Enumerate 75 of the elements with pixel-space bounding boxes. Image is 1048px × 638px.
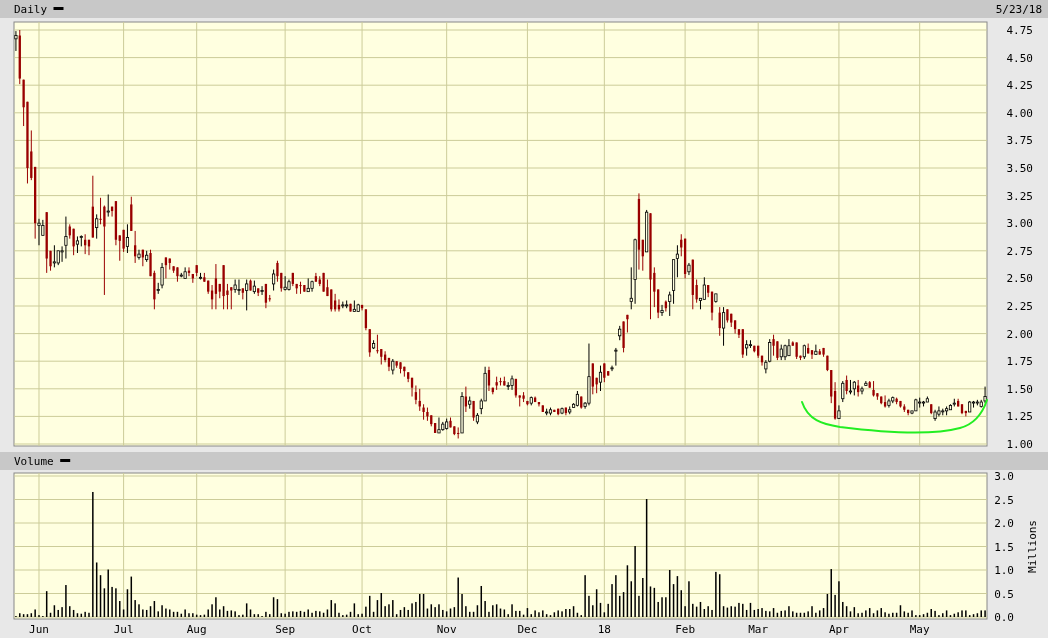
y-tick-label: 3.50 [1006,162,1033,175]
y-tick-label: 2.75 [1006,244,1033,258]
candlestick [99,197,102,225]
y-tick-label: 2.25 [1006,300,1033,313]
candlestick [333,293,337,313]
chart-title: Daily [14,3,48,16]
y-tick-label: 4.25 [1006,79,1033,93]
candlestick [299,281,302,295]
candlestick [591,362,594,395]
candlestick [37,218,41,246]
candlestick [864,380,868,386]
y-tick-label: 1.75 [1006,355,1033,369]
candlestick [660,304,664,317]
candlestick [776,340,779,361]
candlestick [841,380,845,403]
x-tick-label: Aug [186,623,207,636]
text: 5/23/18 [995,3,1042,16]
x-tick-label: Jun [29,623,49,636]
y-tick-label: 1.5 [994,540,1014,554]
candlestick [772,334,775,357]
x-tick-label: Oct [352,623,372,636]
candlestick [283,275,287,292]
y-tick-label: 2.0 [994,517,1014,530]
x-tick-label: 18 [597,623,611,636]
x-tick-label: Dec [517,623,538,636]
y-tick-label: 2.5 [994,493,1014,507]
x-tick-label: Nov [436,623,457,636]
candlestick [272,269,276,292]
candlestick [675,244,679,278]
y-tick-label: 1.0 [994,564,1014,577]
candlestick [52,244,56,268]
candlestick [72,228,75,256]
chart-title: Volume [14,455,54,468]
x-tick-label: Apr [829,623,850,636]
candlestick [260,285,264,296]
candlestick [657,288,660,319]
y-tick-label: 3.25 [1006,189,1033,203]
y-tick-label: 3.0 [994,470,1014,483]
candlestick [610,365,614,372]
candlestick [937,405,941,417]
y-tick-label: 3.00 [1006,217,1033,231]
candlestick [118,234,121,262]
x-tick-label: May [909,623,931,636]
candlestick [845,375,848,395]
y-tick-label: 2.00 [1006,327,1033,341]
y-tick-label: 4.00 [1006,106,1033,120]
candlestick [230,286,233,310]
candlestick [237,279,241,296]
candlestick [668,291,672,317]
candlestick [106,194,110,218]
candlestick [64,216,68,260]
x-tick-label: Feb [675,623,696,636]
y-tick-label: 4.75 [1006,24,1033,37]
y-tick-label: 1.00 [1006,438,1033,451]
candlestick [437,417,441,434]
y-tick-label: 4.50 [1006,51,1033,65]
candlestick [603,362,606,383]
x-tick-label: Jul [113,623,134,636]
candlestick [376,334,379,354]
candlestick [814,344,818,356]
candlestick [103,205,106,296]
x-tick-label: Sep [275,623,296,636]
candlestick [614,347,618,367]
y-tick-label: 0.5 [994,587,1014,601]
candlestick [702,276,706,300]
candlestick [233,279,237,294]
x-tick-label: Mar [748,623,769,636]
y-tick-label: 2.50 [1006,272,1033,286]
y-axis-title: Millions [1026,520,1039,573]
y-tick-label: 1.25 [1006,410,1033,424]
y-tick-label: 3.75 [1006,134,1033,148]
y-tick-label: 1.50 [1006,382,1033,396]
candlestick [137,249,141,261]
y-tick-label: 0.0 [994,611,1014,624]
candlestick [95,213,99,240]
